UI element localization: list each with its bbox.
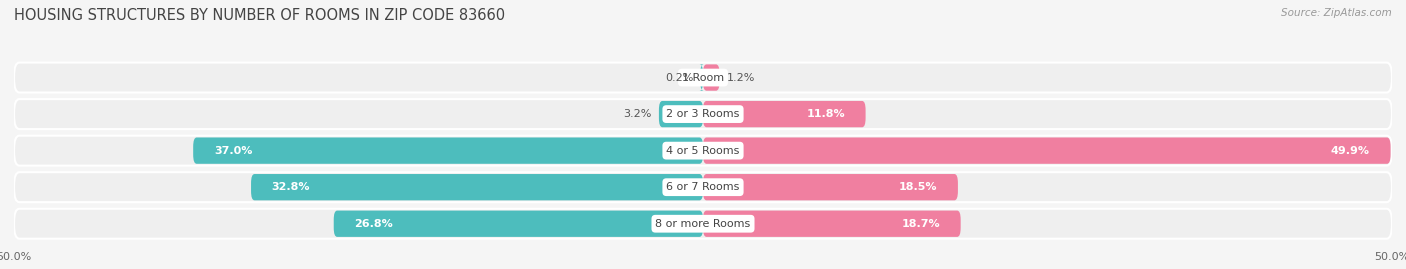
Text: 37.0%: 37.0% [214, 146, 252, 156]
FancyBboxPatch shape [14, 63, 1392, 93]
FancyBboxPatch shape [14, 209, 1392, 239]
FancyBboxPatch shape [703, 101, 866, 127]
Text: 26.8%: 26.8% [354, 219, 394, 229]
FancyBboxPatch shape [659, 101, 703, 127]
Text: 0.2%: 0.2% [665, 73, 693, 83]
Text: 32.8%: 32.8% [271, 182, 311, 192]
Text: 1 Room: 1 Room [682, 73, 724, 83]
FancyBboxPatch shape [252, 174, 703, 200]
Text: Source: ZipAtlas.com: Source: ZipAtlas.com [1281, 8, 1392, 18]
FancyBboxPatch shape [14, 136, 1392, 166]
Text: 2 or 3 Rooms: 2 or 3 Rooms [666, 109, 740, 119]
FancyBboxPatch shape [703, 174, 957, 200]
Text: 18.5%: 18.5% [898, 182, 938, 192]
FancyBboxPatch shape [193, 137, 703, 164]
FancyBboxPatch shape [333, 211, 703, 237]
Text: 18.7%: 18.7% [901, 219, 941, 229]
Text: 49.9%: 49.9% [1331, 146, 1369, 156]
FancyBboxPatch shape [703, 137, 1391, 164]
FancyBboxPatch shape [700, 64, 703, 91]
FancyBboxPatch shape [703, 64, 720, 91]
Text: 3.2%: 3.2% [624, 109, 652, 119]
FancyBboxPatch shape [14, 172, 1392, 202]
Text: 1.2%: 1.2% [727, 73, 755, 83]
Text: 8 or more Rooms: 8 or more Rooms [655, 219, 751, 229]
Text: HOUSING STRUCTURES BY NUMBER OF ROOMS IN ZIP CODE 83660: HOUSING STRUCTURES BY NUMBER OF ROOMS IN… [14, 8, 505, 23]
Text: 4 or 5 Rooms: 4 or 5 Rooms [666, 146, 740, 156]
Text: 11.8%: 11.8% [806, 109, 845, 119]
Text: 6 or 7 Rooms: 6 or 7 Rooms [666, 182, 740, 192]
FancyBboxPatch shape [703, 211, 960, 237]
FancyBboxPatch shape [14, 99, 1392, 129]
